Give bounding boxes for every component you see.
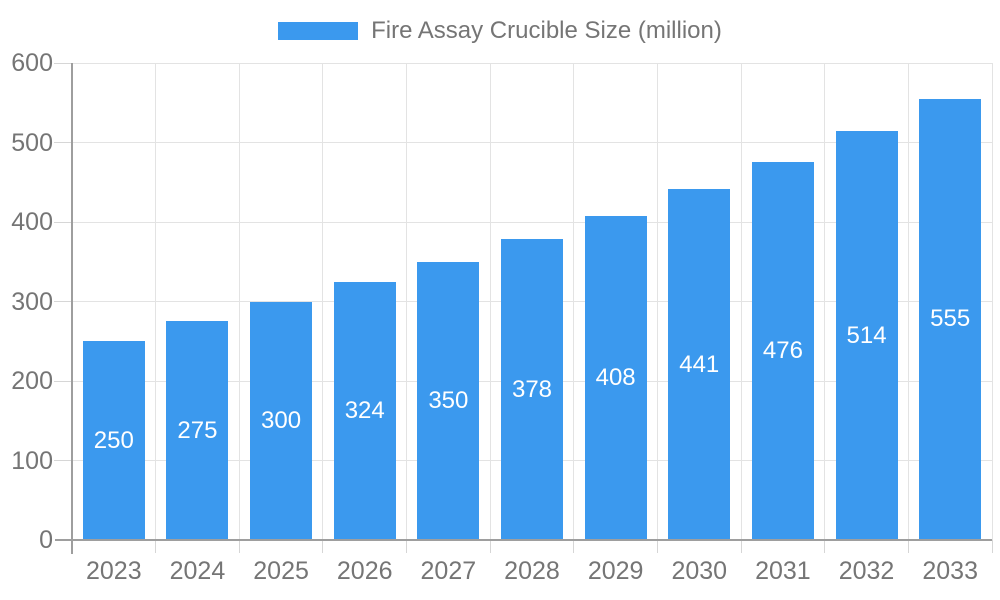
y-tick-label: 600: [11, 49, 53, 77]
legend-swatch: [278, 22, 359, 40]
x-tick: [238, 540, 240, 553]
y-tick: [54, 62, 72, 64]
x-axis-label: 2033: [922, 557, 978, 585]
bar-value-label: 350: [428, 386, 469, 414]
h-gridline: [72, 221, 992, 223]
x-axis-label: 2029: [587, 557, 644, 585]
legend[interactable]: Fire Assay Crucible Size (million): [0, 17, 1000, 45]
bar-value-label: 441: [679, 350, 720, 378]
bar[interactable]: 378: [501, 239, 563, 540]
x-axis-label: 2032: [838, 557, 895, 585]
y-tick-label: 300: [11, 287, 53, 316]
v-gridline: [656, 63, 658, 540]
x-axis-label: 2025: [253, 557, 309, 585]
bar[interactable]: 514: [835, 131, 898, 540]
y-axis-line: [71, 63, 73, 554]
x-tick: [489, 540, 491, 553]
x-axis-label: 2028: [504, 557, 560, 585]
x-tick: [656, 540, 658, 553]
bar-value-label: 476: [762, 336, 803, 364]
bar-value-label: 408: [595, 363, 636, 391]
bar[interactable]: 555: [919, 98, 982, 540]
x-tick: [406, 540, 408, 553]
x-axis-label: 2030: [671, 557, 728, 585]
bar[interactable]: 408: [584, 215, 647, 540]
y-tick: [54, 460, 72, 461]
x-tick: [573, 540, 575, 553]
bar[interactable]: 275: [166, 321, 229, 540]
v-gridline: [322, 63, 324, 540]
v-gridline: [740, 63, 742, 540]
v-gridline: [489, 63, 491, 540]
bar-value-label: 324: [344, 397, 385, 425]
x-axis-label: 2026: [336, 557, 393, 585]
x-axis-label: 2031: [755, 557, 811, 585]
v-gridline: [991, 63, 993, 540]
y-tick-label: 100: [11, 446, 53, 475]
y-tick: [54, 380, 72, 382]
v-gridline: [907, 63, 909, 540]
v-gridline: [573, 63, 575, 540]
bar[interactable]: 441: [668, 189, 731, 540]
x-tick: [991, 540, 993, 553]
y-tick: [54, 142, 72, 143]
bar[interactable]: 476: [751, 161, 814, 540]
bar-value-label: 378: [511, 375, 553, 403]
v-gridline: [406, 63, 408, 540]
y-tick-label: 500: [11, 128, 53, 157]
h-gridline: [72, 142, 992, 143]
x-axis-label: 2027: [420, 557, 477, 585]
y-tick-label: 0: [39, 526, 53, 554]
bar-value-label: 555: [930, 305, 971, 333]
y-tick: [54, 221, 72, 223]
x-axis-label: 2023: [86, 557, 142, 585]
bar-value-label: 300: [261, 406, 302, 434]
bar[interactable]: 300: [250, 301, 313, 540]
bar-value-label: 514: [846, 321, 887, 349]
x-tick: [740, 540, 742, 553]
y-tick-label: 400: [11, 208, 53, 236]
v-gridline: [824, 63, 826, 540]
bar[interactable]: 324: [333, 282, 396, 540]
bar[interactable]: 250: [82, 341, 145, 540]
bar-value-label: 250: [93, 426, 134, 454]
v-gridline: [155, 63, 157, 540]
bar[interactable]: 350: [417, 261, 480, 540]
y-tick: [54, 301, 72, 302]
h-gridline: [72, 62, 992, 64]
x-tick: [322, 540, 324, 553]
x-axis-label: 2024: [169, 557, 226, 585]
legend-label: Fire Assay Crucible Size (million): [371, 17, 722, 44]
x-tick: [824, 540, 826, 553]
bar-value-label: 275: [177, 416, 218, 444]
x-tick: [155, 540, 157, 553]
v-gridline: [238, 63, 240, 540]
y-tick-label: 200: [11, 367, 53, 395]
x-axis-line: [55, 539, 992, 541]
x-tick: [907, 540, 909, 553]
